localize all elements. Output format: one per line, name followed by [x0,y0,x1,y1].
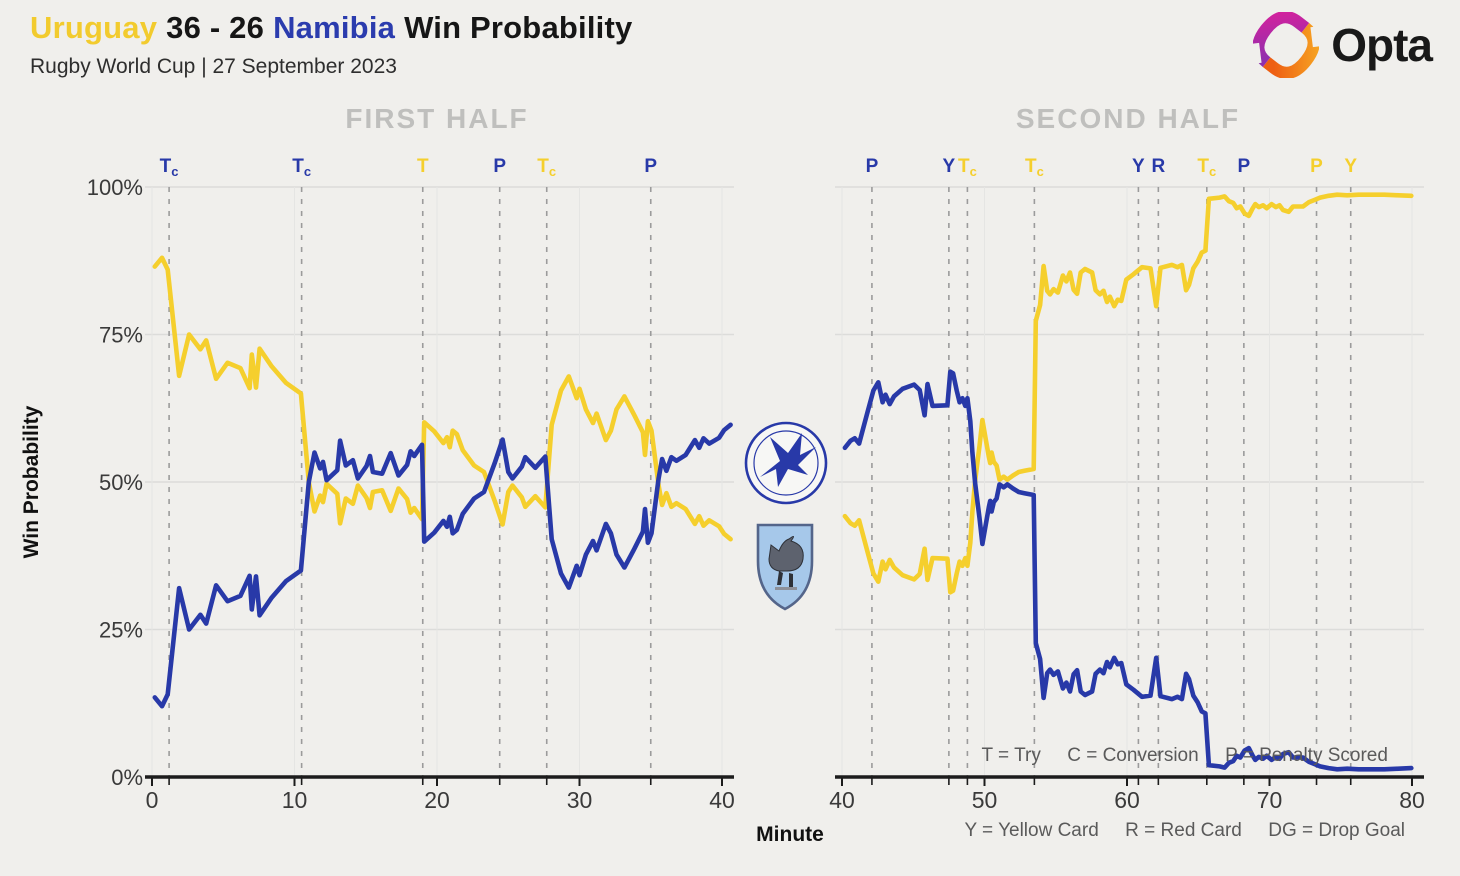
event-marker-y: Y [1132,156,1145,177]
event-marker-y: Y [943,156,956,177]
event-marker-t: Tc [160,156,179,179]
x-tick-label: 0 [146,787,159,813]
x-tick-label: 40 [709,787,735,813]
opta-logo: Opta [1253,12,1433,78]
opta-logo-icon [1253,12,1320,78]
y-tick-label: 0% [111,765,143,790]
x-tick-label: 50 [972,787,998,813]
match-subtitle: Rugby World Cup | 27 September 2023 [30,55,397,78]
uruguay-badge [756,523,814,611]
page-title: Uruguay 36 - 26 Namibia Win Probability [30,10,632,46]
namibia-badge-art [753,430,819,496]
x-tick-label: 10 [282,787,308,813]
y-tick-label: 75% [99,323,143,348]
y-tick-label: 100% [87,175,143,200]
x-tick-label: 70 [1257,787,1283,813]
event-marker-p: P [1238,156,1251,177]
event-marker-r: R [1151,156,1165,177]
header: Uruguay 36 - 26 Namibia Win Probability Rug… [30,10,632,79]
half-title: SECOND HALF [1016,103,1240,134]
match-score: 36 - 26 [166,10,265,45]
series-line-uruguay [842,192,1414,595]
event-marker-p: P [644,156,657,177]
event-marker-t: Tc [958,156,977,179]
y-axis-title: Win Probability [20,405,43,558]
uruguay-badge-art [768,535,804,572]
event-legend: T = Try C = Conversion P = Penalty Score… [964,693,1405,868]
x-tick-label: 20 [424,787,450,813]
event-marker-p: P [866,156,879,177]
x-tick-label: 40 [829,787,855,813]
x-tick-label: 60 [1114,787,1140,813]
event-marker-t: Tc [1025,156,1044,179]
x-tick-label: 80 [1399,787,1425,813]
series-line-uruguay [152,255,733,542]
uruguay-badge-art [777,571,793,587]
y-tick-label: 50% [99,470,143,495]
team-away-name: Namibia [273,10,396,45]
event-marker-t: Tc [1197,156,1216,179]
team-home-name: Uruguay [30,10,158,45]
namibia-badge-art [760,433,816,487]
y-tick-label: 25% [99,618,143,643]
x-tick-label: 30 [567,787,593,813]
event-marker-t: Tc [292,156,311,179]
x-axis-title: Minute [756,823,824,846]
event-marker-t: T [417,156,429,177]
legend-line-1: T = Try C = Conversion P = Penalty Score… [981,745,1388,766]
opta-logo-text: Opta [1331,19,1433,71]
event-marker-p: P [1310,156,1323,177]
series-line-namibia [152,422,733,709]
series-line-namibia [842,369,1414,772]
namibia-badge [744,421,828,505]
title-suffix: Win Probability [404,10,633,45]
half-title: FIRST HALF [345,103,528,134]
event-marker-y: Y [1344,156,1357,177]
legend-line-2: Y = Yellow Card R = Red Card DG = Drop G… [964,820,1405,841]
event-marker-p: P [493,156,506,177]
uruguay-badge-art [775,587,797,590]
event-marker-t: Tc [537,156,556,179]
